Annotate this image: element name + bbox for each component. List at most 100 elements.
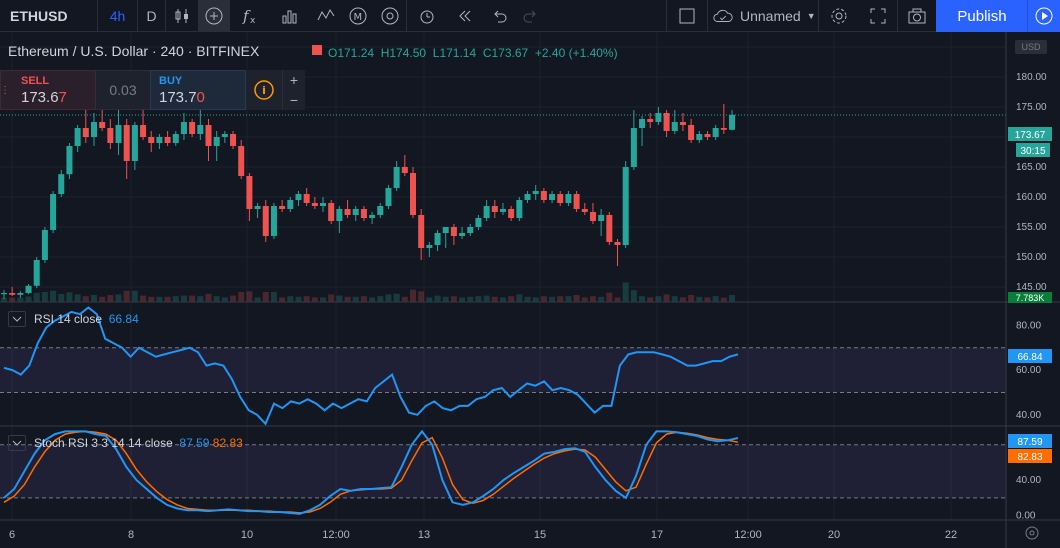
rsi-tick-label: 60.00	[1016, 365, 1041, 376]
volume-label: 7.783K	[1016, 293, 1045, 303]
volume-bar	[295, 296, 302, 302]
candle	[352, 206, 359, 221]
candles-style-icon[interactable]	[166, 0, 198, 32]
collapse-chevron-icon[interactable]	[8, 311, 26, 327]
volume-bar	[639, 296, 646, 302]
volume-bar	[50, 290, 57, 302]
candle	[270, 203, 277, 239]
info-icon[interactable]: i	[246, 70, 282, 110]
candle	[663, 110, 670, 137]
volume-bar	[410, 289, 416, 302]
stoch-k-value: 87.59	[179, 436, 210, 450]
time-tick-label: 12:00	[734, 529, 762, 541]
stoch-k-badge	[1008, 434, 1052, 448]
collapse-chevron-icon[interactable]	[8, 435, 26, 451]
time-tick-label: 8	[128, 529, 134, 541]
stoch-d-axis-label: 82.83	[1017, 452, 1042, 463]
interval-d-button[interactable]: D	[138, 0, 166, 32]
volume-bar	[696, 296, 703, 302]
chart-canvas[interactable]: 185.00180.00175.00170.00165.00160.00155.…	[0, 32, 1060, 548]
rewind-icon[interactable]	[447, 0, 483, 32]
candle	[606, 212, 613, 245]
candle	[41, 227, 48, 263]
symbol-search[interactable]: ETHUSD	[0, 0, 98, 32]
plus-icon[interactable]: +	[289, 72, 299, 88]
volume-bar	[58, 294, 65, 302]
candle	[450, 224, 457, 245]
redo-icon[interactable]	[515, 0, 547, 32]
currency-badge[interactable]: USD	[1015, 40, 1047, 54]
compare-add-icon[interactable]	[198, 0, 230, 32]
volume-bar	[328, 294, 335, 302]
rsi-line	[3, 306, 739, 426]
volume-bar	[688, 295, 695, 302]
volume-bar	[164, 296, 171, 302]
svg-text:M: M	[354, 12, 363, 23]
candle	[328, 200, 335, 224]
candle	[320, 197, 327, 212]
candle	[589, 203, 596, 224]
bar-replay-icon[interactable]	[310, 0, 342, 32]
volume-bar	[156, 296, 163, 302]
time-tick-label: 22	[945, 529, 957, 541]
camera-snapshot-icon[interactable]	[897, 0, 936, 32]
candle	[410, 167, 416, 218]
price-tick-label: 180.00	[1016, 72, 1047, 83]
volume-bar	[115, 294, 122, 302]
axis-settings-icon[interactable]	[1025, 526, 1039, 540]
undo-icon[interactable]	[483, 0, 515, 32]
volume-bar	[581, 297, 588, 302]
alert-o-icon[interactable]	[374, 0, 406, 32]
sell-button[interactable]: SELL 173.67	[0, 70, 96, 110]
buy-button[interactable]: BUY 173.70	[150, 70, 246, 110]
volume-bar	[131, 290, 138, 302]
square-flag-icon[interactable]	[312, 45, 322, 55]
volume-bar	[630, 290, 637, 302]
volume-bar	[647, 297, 654, 302]
candle	[622, 161, 629, 248]
volume-bar	[303, 296, 310, 302]
price-tick-label: 145.00	[1016, 282, 1047, 293]
candle	[385, 185, 392, 209]
volume-bar	[606, 292, 613, 302]
candle	[516, 197, 523, 221]
alert-m-icon[interactable]: M	[342, 0, 374, 32]
volume-bar	[107, 295, 114, 302]
trade-widget: ⋮ SELL 173.67 0.03 BUY 173.70 i + −	[0, 70, 305, 110]
candle	[254, 203, 261, 218]
candle	[9, 287, 16, 296]
select-layout-icon[interactable]	[666, 0, 707, 32]
volume-bar	[17, 297, 24, 302]
candle	[549, 191, 556, 203]
low-value: L171.14	[432, 46, 477, 60]
buy-price-main: 173.7	[159, 89, 197, 106]
candle	[311, 197, 318, 209]
time-axis[interactable]: 6 8 10 12:00 13 15 17 12:00 20 22	[9, 529, 957, 541]
publish-button[interactable]: Publish	[936, 0, 1028, 32]
interval-4h-button[interactable]: 4h	[98, 0, 138, 32]
settings-gear-icon[interactable]	[819, 0, 859, 32]
candle	[720, 104, 727, 134]
bar-chart-template-icon[interactable]	[270, 0, 310, 32]
drag-handle-icon[interactable]: ⋮	[0, 84, 10, 96]
volume-bar	[369, 297, 376, 302]
volume-bar	[221, 297, 228, 302]
volume-bar	[589, 296, 596, 302]
change-value: +2.40 (+1.40%)	[534, 46, 618, 60]
price-tick-label: 165.00	[1016, 162, 1047, 173]
candle	[246, 173, 253, 221]
price-tick-label: 175.00	[1016, 102, 1047, 113]
minus-icon[interactable]: −	[289, 92, 299, 108]
fullscreen-icon[interactable]	[859, 0, 897, 32]
price-axis[interactable]: 185.00180.00175.00170.00165.00160.00155.…	[1016, 42, 1047, 293]
candle	[148, 131, 155, 152]
play-icon[interactable]	[1027, 0, 1060, 32]
volume-bar	[598, 296, 605, 302]
volume-bar	[287, 296, 294, 302]
alarm-clock-icon[interactable]	[406, 0, 447, 32]
volume-bar	[663, 294, 670, 302]
layout-name-button[interactable]: Unnamed ▼	[707, 0, 819, 32]
candle	[295, 191, 302, 206]
candle	[58, 170, 65, 197]
